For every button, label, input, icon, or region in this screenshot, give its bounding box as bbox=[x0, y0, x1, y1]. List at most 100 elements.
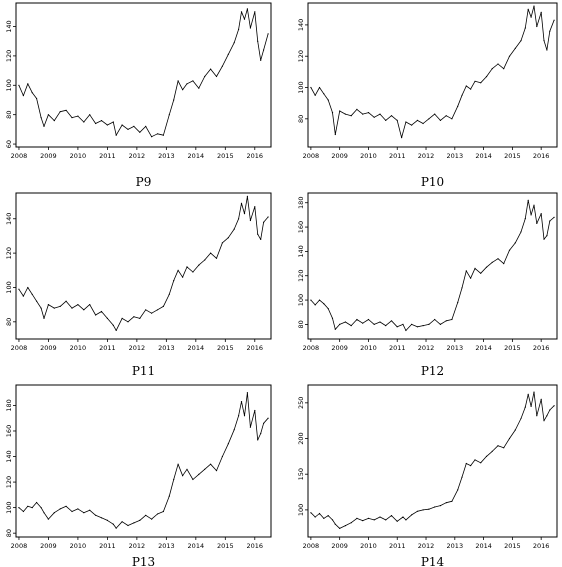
data-point bbox=[133, 125, 135, 127]
chart-title: P12 bbox=[421, 364, 444, 378]
data-point bbox=[350, 325, 352, 327]
panel-p14: 2008 2009 2010 2011 2012 2013 2014 2015 2016 100 1… bbox=[297, 384, 558, 567]
data-point bbox=[334, 523, 336, 525]
y-tick-label: 120 bbox=[5, 476, 13, 488]
data-point bbox=[318, 299, 321, 301]
data-point bbox=[524, 27, 526, 29]
data-point bbox=[156, 309, 159, 311]
data-point bbox=[168, 495, 170, 497]
y-tick-label: 100 bbox=[297, 81, 305, 93]
x-tick-label: 2012 bbox=[129, 152, 146, 160]
data-point bbox=[390, 515, 393, 517]
data-point bbox=[210, 252, 212, 254]
data-point bbox=[540, 398, 542, 400]
chart-title: P14 bbox=[421, 555, 445, 567]
data-point bbox=[257, 439, 259, 441]
series-line bbox=[18, 8, 269, 138]
x-tick-label: 2016 bbox=[247, 152, 264, 160]
data-point bbox=[238, 28, 240, 30]
data-point bbox=[47, 304, 50, 306]
data-point bbox=[139, 317, 141, 319]
data-point bbox=[204, 75, 206, 78]
x-tick-label: 2011 bbox=[389, 152, 406, 160]
data-point bbox=[127, 524, 129, 527]
x-tick-label: 2010 bbox=[360, 542, 377, 550]
data-point bbox=[233, 42, 235, 44]
data-point bbox=[263, 49, 265, 51]
y-tick-label: 100 bbox=[297, 294, 305, 306]
data-point bbox=[323, 517, 325, 520]
data-point bbox=[121, 124, 123, 126]
y-tick-label: 80 bbox=[5, 318, 13, 326]
data-point bbox=[439, 323, 441, 325]
y-tick-label: 100 bbox=[5, 501, 13, 513]
data-point bbox=[416, 326, 418, 328]
panel-p13: 2008 2009 2010 2011 2012 2013 2014 2015 2016 80 10… bbox=[5, 384, 272, 567]
data-point bbox=[503, 263, 505, 265]
data-point bbox=[367, 112, 370, 114]
data-point bbox=[411, 514, 413, 516]
data-point bbox=[177, 463, 179, 465]
data-point bbox=[497, 63, 499, 65]
data-point bbox=[115, 329, 117, 331]
data-point bbox=[480, 82, 482, 84]
y-tick-label: 80 bbox=[297, 115, 305, 123]
data-point bbox=[396, 326, 398, 328]
x-tick-label: 2010 bbox=[360, 344, 377, 352]
data-point bbox=[151, 518, 153, 520]
data-point bbox=[367, 517, 370, 520]
data-point bbox=[524, 218, 526, 220]
data-point bbox=[192, 80, 194, 82]
data-point bbox=[344, 321, 346, 323]
chart-title: P11 bbox=[132, 364, 155, 378]
data-point bbox=[36, 97, 38, 100]
data-point bbox=[182, 276, 184, 278]
data-point bbox=[356, 108, 358, 110]
data-point bbox=[339, 323, 341, 325]
data-point bbox=[162, 305, 164, 307]
y-tick-label: 80 bbox=[297, 320, 305, 328]
data-point bbox=[474, 459, 476, 461]
data-point bbox=[249, 426, 251, 428]
data-point bbox=[428, 323, 430, 325]
data-point bbox=[356, 318, 358, 321]
x-tick-label: 2015 bbox=[504, 344, 521, 352]
data-point bbox=[263, 422, 265, 424]
data-point bbox=[396, 520, 398, 522]
data-point bbox=[373, 116, 375, 118]
data-point bbox=[362, 322, 364, 324]
y-tick-label: 120 bbox=[297, 50, 305, 62]
data-point bbox=[260, 432, 262, 435]
data-point bbox=[162, 510, 164, 513]
y-tick-label: 140 bbox=[297, 19, 305, 31]
x-tick-label: 2016 bbox=[247, 344, 264, 352]
data-point bbox=[233, 228, 235, 230]
data-point bbox=[344, 525, 346, 527]
data-point bbox=[168, 293, 170, 295]
data-point bbox=[520, 417, 522, 420]
data-point bbox=[221, 242, 223, 244]
data-point bbox=[422, 509, 424, 511]
data-point bbox=[47, 518, 50, 520]
data-point bbox=[451, 318, 453, 321]
data-point bbox=[162, 134, 164, 136]
data-point bbox=[210, 68, 212, 70]
data-point bbox=[59, 111, 61, 113]
data-point bbox=[31, 293, 33, 295]
data-point bbox=[327, 99, 329, 101]
data-point bbox=[240, 11, 243, 13]
data-point bbox=[402, 516, 404, 518]
y-tick-label: 140 bbox=[5, 213, 13, 225]
x-tick-label: 2009 bbox=[331, 344, 348, 352]
x-tick-label: 2012 bbox=[129, 344, 146, 352]
data-point bbox=[310, 86, 312, 89]
data-point bbox=[127, 321, 129, 323]
data-point bbox=[40, 307, 42, 309]
data-point bbox=[53, 307, 55, 309]
data-point bbox=[71, 510, 73, 513]
data-point bbox=[491, 450, 493, 452]
data-point bbox=[318, 512, 321, 515]
panel-p11: 2008 2009 2010 2011 2012 2013 2014 2015 2016 80 10… bbox=[5, 192, 272, 378]
data-point bbox=[553, 216, 555, 218]
